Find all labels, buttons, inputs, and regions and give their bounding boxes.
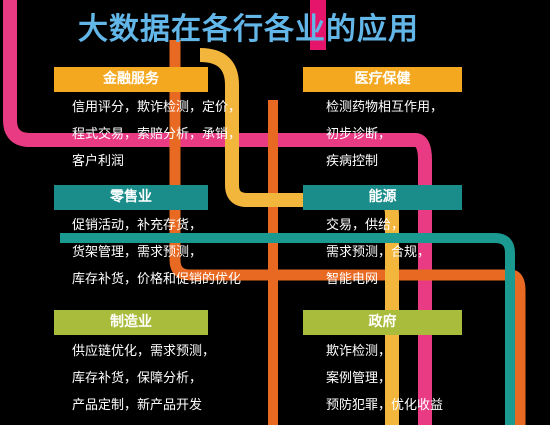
manufacturing-line: 产品定制，新产品开发 (72, 398, 203, 413)
healthcare-text: 检测药物相互作用， 初步诊断， 疾病控制 (326, 94, 443, 175)
healthcare-line: 检测药物相互作用， (326, 100, 444, 115)
manufacturing-line: 库存补货，保障分析， (72, 371, 203, 386)
energy-line: 交易，供给， (326, 218, 405, 233)
government-line: 案例管理， (326, 371, 392, 386)
retail-label: 零售业 (54, 185, 208, 210)
line-orange-left (169, 40, 526, 425)
healthcare-line: 初步诊断， (326, 127, 392, 142)
government-line: 预防犯罪，优化收益 (326, 398, 444, 413)
page-title: 大数据在各行各业的应用 (78, 12, 419, 47)
finance-line: 信用评分，欺诈检测，定价， (72, 100, 242, 115)
retail-line: 库存补货，价格和促销的优化 (72, 272, 242, 287)
finance-text: 信用评分，欺诈检测，定价， 程式交易，索赔分析，承销， 客户利润 (72, 94, 241, 175)
healthcare-line: 疾病控制 (326, 154, 379, 169)
finance-label: 金融服务 (54, 67, 208, 92)
line-pink (3, 0, 432, 425)
line-teal (60, 233, 515, 425)
manufacturing-line: 供应链优化，需求预测， (72, 344, 216, 359)
finance-line: 客户利润 (72, 154, 125, 169)
finance-line: 程式交易，索赔分析，承销， (72, 127, 242, 142)
government-label: 政府 (303, 310, 462, 335)
manufacturing-label: 制造业 (54, 310, 208, 335)
government-line: 欺诈检测， (326, 344, 392, 359)
government-text: 欺诈检测， 案例管理， 预防犯罪，优化收益 (326, 338, 443, 419)
healthcare-label: 医疗保健 (303, 67, 462, 92)
energy-line: 需求预测，合规， (326, 245, 431, 260)
energy-text: 交易，供给， 需求预测，合规， 智能电网 (326, 212, 430, 293)
retail-text: 促销活动，补充存货， 货架管理，需求预测， 库存补货，价格和促销的优化 (72, 212, 241, 293)
retail-line: 促销活动，补充存货， (72, 218, 203, 233)
energy-line: 智能电网 (326, 272, 379, 287)
energy-label: 能源 (303, 185, 462, 210)
retail-line: 货架管理，需求预测， (72, 245, 203, 260)
manufacturing-text: 供应链优化，需求预测， 库存补货，保障分析， 产品定制，新产品开发 (72, 338, 215, 419)
